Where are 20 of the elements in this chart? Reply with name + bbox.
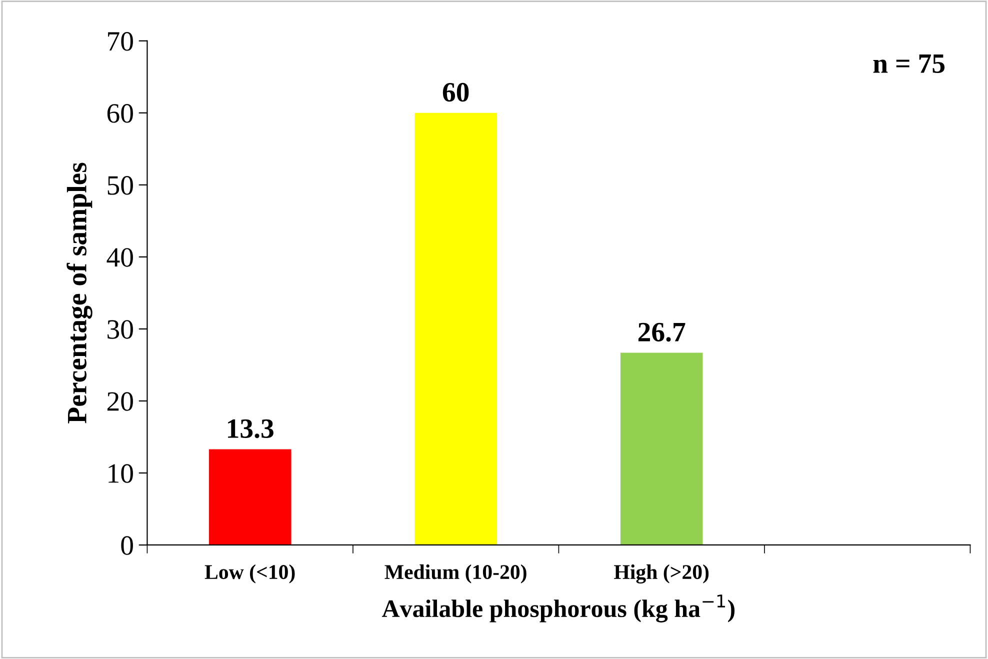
y-tick-label: 20: [107, 392, 133, 411]
data-label: 13.3: [228, 419, 274, 438]
y-tick-label: 30: [108, 320, 133, 339]
annotation: n = 75: [873, 54, 945, 74]
x-tick-label: Low (<10): [204, 564, 295, 584]
data-label: 26.7: [638, 322, 686, 342]
y-tick-label: 10: [108, 464, 133, 483]
x-tick-label: High (>20): [614, 564, 709, 584]
y-tick-label: 60: [107, 104, 133, 123]
y-axis-title: Percentage of samples: [66, 162, 92, 424]
bar: [414, 112, 497, 545]
data-label: 60: [442, 82, 469, 102]
x-tick-label: Medium (10-20): [384, 564, 526, 584]
y-tick-label: 0: [121, 536, 133, 555]
y-tick-label: 40: [106, 248, 133, 267]
x-axis-title: Available phosphorous (kg ha$^{−1}$): [382, 594, 735, 622]
bar: [620, 352, 703, 545]
y-tick-label: 70: [108, 32, 133, 51]
y-tick-label: 50: [108, 176, 133, 195]
bar: [208, 449, 292, 545]
